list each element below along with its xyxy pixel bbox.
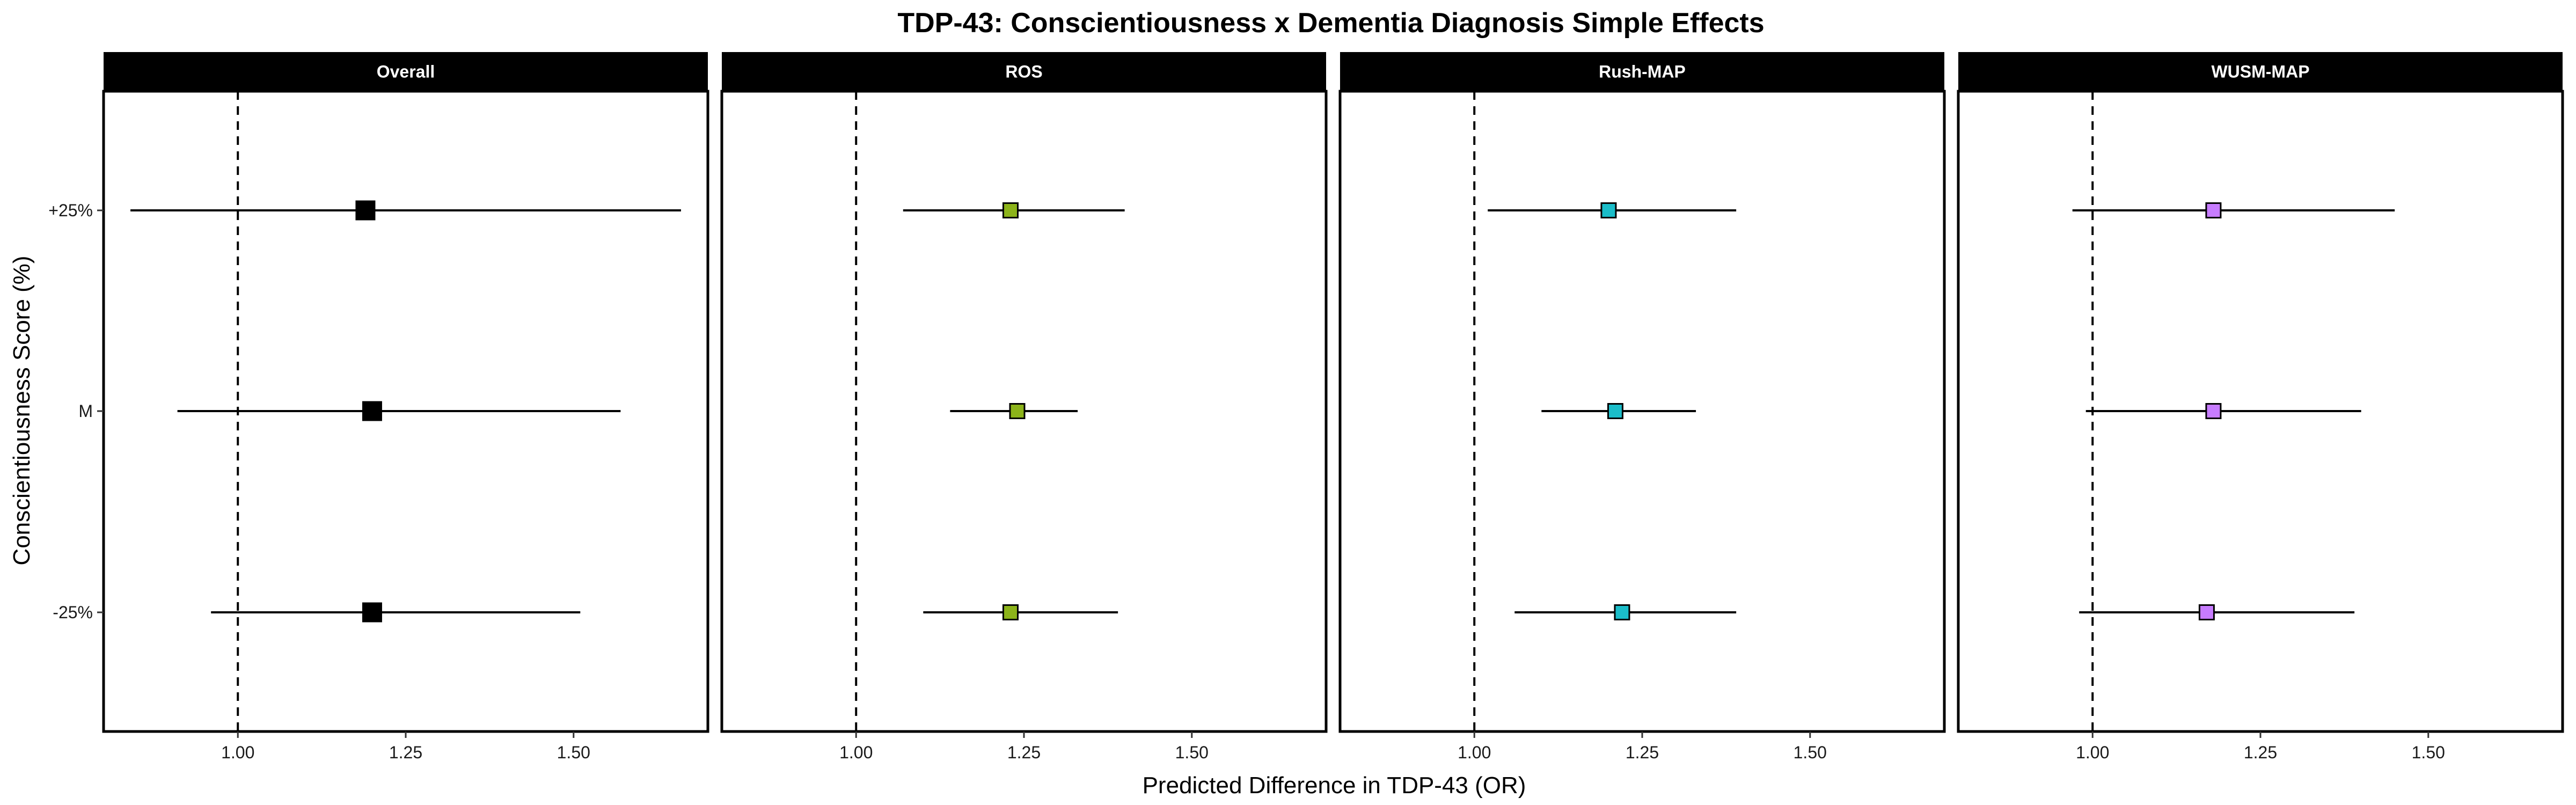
facet-strip — [1340, 52, 1944, 91]
facet-strip — [722, 52, 1326, 91]
facet-panel-wusm-map: WUSM-MAP 1.00 1.25 1.50 — [1957, 52, 2564, 762]
x-axis-title: Predicted Difference in TDP-43 (OR) — [1143, 772, 1526, 799]
y-tick-label: -25% — [53, 603, 93, 622]
estimate-point — [1607, 403, 1623, 419]
x-tick-label: 1.50 — [2412, 743, 2445, 762]
x-tick-label: 1.25 — [389, 743, 422, 762]
facet-panels: Overall 1.00 1.25 1.50 +25% M -25% ROS 1.00 1.25 1… — [48, 52, 2564, 762]
facet-strip — [104, 52, 708, 91]
facet-strip-label: WUSM-MAP — [2211, 62, 2309, 82]
estimate-point — [1600, 202, 1617, 218]
x-tick-label: 1.50 — [557, 743, 590, 762]
estimate-point — [1002, 202, 1019, 218]
estimate-point — [355, 200, 376, 221]
estimate-point — [2205, 403, 2222, 419]
estimate-point — [2205, 202, 2222, 218]
estimate-point — [1002, 604, 1019, 620]
estimate-point — [362, 602, 382, 623]
facet-panel-rush-map: Rush-MAP 1.00 1.25 1.50 — [1338, 52, 1946, 762]
x-tick-label: 1.00 — [2076, 743, 2109, 762]
facet-panel-ros: ROS 1.00 1.25 1.50 — [720, 52, 1328, 762]
y-tick-label: +25% — [48, 201, 93, 220]
y-axis-title: Conscientiousness Score (%) — [9, 255, 35, 565]
estimate-point — [1009, 403, 1026, 419]
x-tick-label: 1.00 — [1458, 743, 1491, 762]
facet-strip-label: Overall — [377, 62, 435, 82]
y-tick-label: M — [78, 401, 93, 421]
x-tick-label: 1.25 — [1626, 743, 1659, 762]
x-tick-label: 1.50 — [1794, 743, 1827, 762]
estimate-point — [1614, 604, 1630, 620]
x-tick-label: 1.25 — [1007, 743, 1041, 762]
facet-strip-label: Rush-MAP — [1599, 62, 1686, 82]
chart-title: TDP-43: Conscientiousness x Dementia Dia… — [897, 8, 1764, 39]
facet-strip — [1958, 52, 2563, 91]
facet-strip-label: ROS — [1005, 62, 1042, 82]
x-tick-label: 1.00 — [221, 743, 254, 762]
estimate-point — [2198, 604, 2215, 620]
x-tick-label: 1.00 — [839, 743, 873, 762]
x-tick-label: 1.50 — [1175, 743, 1209, 762]
estimate-point — [362, 401, 382, 421]
facet-panel-overall: Overall 1.00 1.25 1.50 +25% M -25% — [48, 52, 709, 762]
x-tick-label: 1.25 — [2244, 743, 2277, 762]
